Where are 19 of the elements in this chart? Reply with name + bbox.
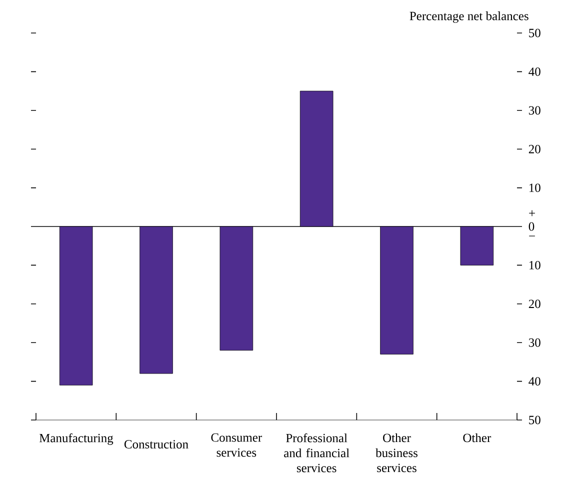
- x-tick-label: Consumer services: [211, 433, 262, 457]
- y-tick-label: 30: [528, 106, 540, 115]
- y-tick-label: 50: [529, 28, 540, 38]
- y-tick-label: 0: [528, 222, 534, 231]
- y-tick-label: 20: [528, 144, 540, 154]
- x-tick-label: Other business services: [376, 433, 418, 472]
- y-tick-label: 10: [529, 260, 540, 270]
- x-tick-label: Construction: [124, 440, 188, 448]
- text: +: [529, 210, 535, 216]
- y-tick-label: 50: [529, 416, 540, 424]
- y-tick-label: 10: [529, 184, 540, 192]
- y-tick-label: 20: [528, 300, 540, 308]
- y-axis-title: Percentage net balances: [410, 11, 528, 23]
- x-tick-label: Manufacturing: [39, 433, 114, 445]
- y-tick-label: 40: [528, 67, 540, 76]
- x-tick-label: Professional and financial services: [284, 433, 350, 472]
- y-tick-label: 40: [528, 377, 540, 386]
- x-tick-label: Other: [463, 433, 492, 442]
- y-tick-label: 30: [528, 338, 540, 347]
